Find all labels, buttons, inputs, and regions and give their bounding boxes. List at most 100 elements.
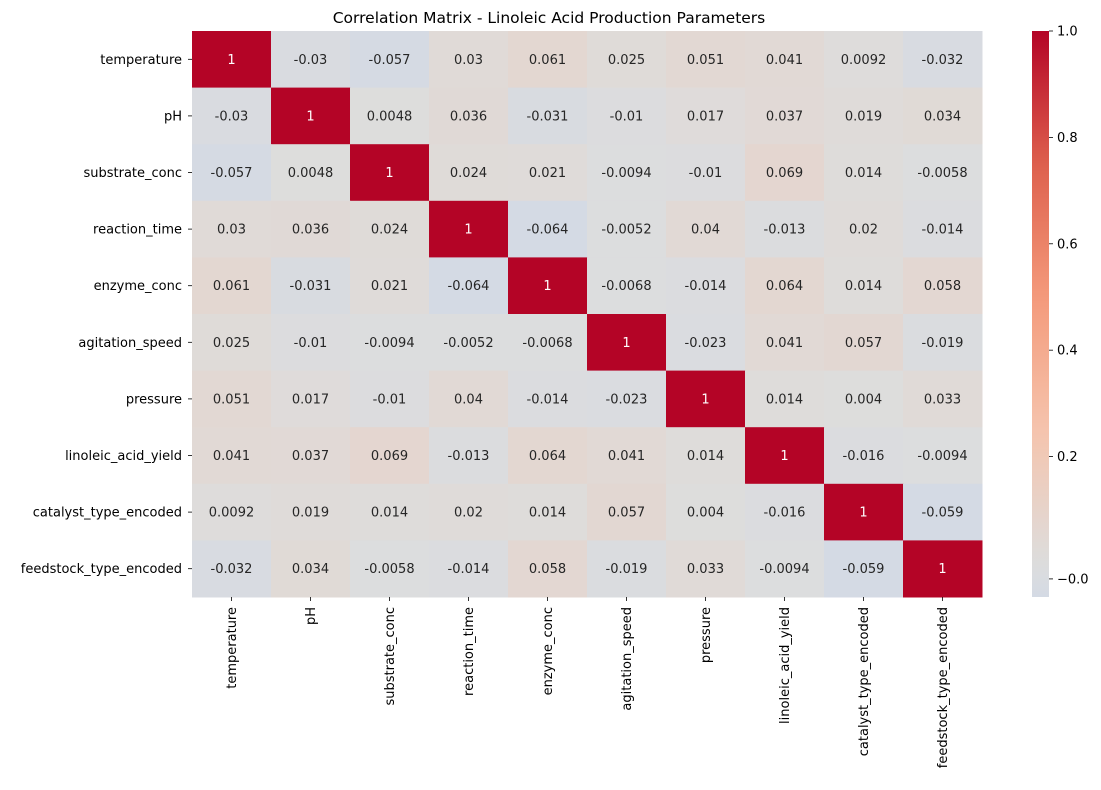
y-tick-label: temperature — [100, 53, 182, 68]
heatmap-cell-value: 0.069 — [371, 449, 408, 464]
heatmap-cell — [903, 144, 983, 202]
heatmap-cell — [350, 144, 430, 202]
heatmap-cell-value: 1 — [938, 562, 946, 577]
heatmap-cell-value: 0.051 — [687, 53, 724, 68]
colorbar-tick-label: 0.2 — [1057, 450, 1078, 465]
heatmap-cell-value: -0.0058 — [364, 562, 414, 577]
heatmap-cell — [192, 144, 272, 202]
heatmap-cell-value: 0.025 — [213, 336, 250, 351]
heatmap-cell — [745, 427, 825, 485]
heatmap-cell-value: 0.014 — [845, 279, 882, 294]
heatmap-cell — [666, 540, 746, 598]
heatmap-cell-value: 0.033 — [924, 392, 961, 407]
heatmap-cell-value: -0.0094 — [759, 562, 809, 577]
heatmap-cell-value: -0.0052 — [601, 223, 651, 238]
colorbar-tick-label: 0.4 — [1057, 344, 1078, 359]
heatmap-cell — [271, 427, 351, 485]
heatmap-cell-value: 0.061 — [529, 53, 566, 68]
y-tick-label: catalyst_type_encoded — [33, 506, 182, 521]
heatmap-cell — [508, 144, 588, 202]
colorbar-tick-label: 1.0 — [1057, 25, 1078, 40]
heatmap-cell — [271, 144, 351, 202]
heatmap-cell — [903, 200, 983, 258]
heatmap-cell — [192, 483, 272, 541]
heatmap-cell — [508, 87, 588, 145]
heatmap-cell — [587, 200, 667, 258]
heatmap-cell-value: -0.057 — [369, 53, 411, 68]
heatmap-cell — [271, 200, 351, 258]
heatmap-cell-value: -0.016 — [843, 449, 885, 464]
heatmap-cell — [271, 483, 351, 541]
y-tick-label: enzyme_conc — [94, 279, 182, 294]
colorbar-tick-label: 0.6 — [1057, 237, 1078, 252]
heatmap-cell-value: -0.059 — [922, 506, 964, 521]
heatmap-cell — [824, 427, 904, 485]
heatmap-cell-value: 0.024 — [371, 223, 408, 238]
heatmap-cell-value: 0.041 — [608, 449, 645, 464]
heatmap-cell — [271, 31, 351, 89]
heatmap-cell — [666, 483, 746, 541]
heatmap-cell-value: 1 — [385, 166, 393, 181]
colorbar-tick-label: 0.8 — [1057, 131, 1078, 146]
heatmap-cell — [666, 144, 746, 202]
colorbar-gradient — [1032, 31, 1049, 597]
heatmap-cell-value: 0.0092 — [209, 506, 255, 521]
heatmap-cell — [192, 200, 272, 258]
heatmap-cell — [903, 314, 983, 372]
heatmap-cell — [587, 87, 667, 145]
heatmap-cell-value: -0.019 — [922, 336, 964, 351]
heatmap-cell-value: -0.03 — [294, 53, 328, 68]
x-tick-label: enzyme_conc — [541, 607, 556, 695]
heatmap-cell-value: 0.04 — [454, 392, 483, 407]
heatmap-cells — [192, 31, 983, 598]
heatmap-cell — [350, 87, 430, 145]
heatmap-cell-value: 0.014 — [766, 392, 803, 407]
heatmap-cell — [903, 483, 983, 541]
heatmap-cell-value: 0.014 — [845, 166, 882, 181]
heatmap-cell-value: -0.0058 — [917, 166, 967, 181]
x-tick-label: feedstock_type_encoded — [936, 607, 951, 768]
heatmap-cell-value: -0.064 — [448, 279, 490, 294]
heatmap-cell-value: -0.0094 — [601, 166, 651, 181]
heatmap-cell-value: 0.021 — [529, 166, 566, 181]
heatmap-cell-value: -0.014 — [448, 562, 490, 577]
x-tick-label: reaction_time — [462, 607, 477, 696]
heatmap-cell-value: 0.0048 — [367, 109, 413, 124]
heatmap-cell — [192, 257, 272, 315]
y-tick-label: feedstock_type_encoded — [21, 562, 182, 577]
heatmap-cell-value: 0.019 — [292, 506, 329, 521]
heatmap-cell-value: 0.037 — [292, 449, 329, 464]
heatmap-cell-value: 0.058 — [529, 562, 566, 577]
heatmap-cell — [666, 200, 746, 258]
heatmap-cell-value: -0.0094 — [364, 336, 414, 351]
heatmap-cell — [508, 427, 588, 485]
heatmap-cell-value: -0.01 — [689, 166, 723, 181]
heatmap-cell-value: 0.057 — [845, 336, 882, 351]
heatmap-cell — [508, 483, 588, 541]
y-tick-label: pH — [164, 109, 182, 124]
heatmap-cell-value: 0.021 — [371, 279, 408, 294]
heatmap-cell-value: 0.019 — [845, 109, 882, 124]
heatmap-cell-value: -0.031 — [290, 279, 332, 294]
heatmap-cell-value: 0.024 — [450, 166, 487, 181]
heatmap-cell — [903, 370, 983, 428]
heatmap-cell-value: 1 — [464, 223, 472, 238]
heatmap-cell-value: -0.031 — [527, 109, 569, 124]
x-tick-label: temperature — [225, 607, 240, 689]
heatmap-cell — [192, 31, 272, 89]
heatmap-cell — [666, 257, 746, 315]
heatmap-cell — [192, 87, 272, 145]
heatmap-cell-value: 0.0092 — [841, 53, 887, 68]
heatmap-cell — [666, 370, 746, 428]
heatmap-cell — [350, 427, 430, 485]
heatmap-cell-value: 0.058 — [924, 279, 961, 294]
heatmap-cell — [903, 87, 983, 145]
y-tick-label: pressure — [126, 392, 182, 407]
heatmap-cell — [903, 31, 983, 89]
heatmap-cell — [824, 144, 904, 202]
heatmap-cell — [350, 31, 430, 89]
x-tick-label: substrate_conc — [383, 607, 398, 706]
heatmap-cell-value: 0.017 — [687, 109, 724, 124]
heatmap-cell-value: 0.064 — [529, 449, 566, 464]
heatmap-cell-value: 0.041 — [766, 53, 803, 68]
